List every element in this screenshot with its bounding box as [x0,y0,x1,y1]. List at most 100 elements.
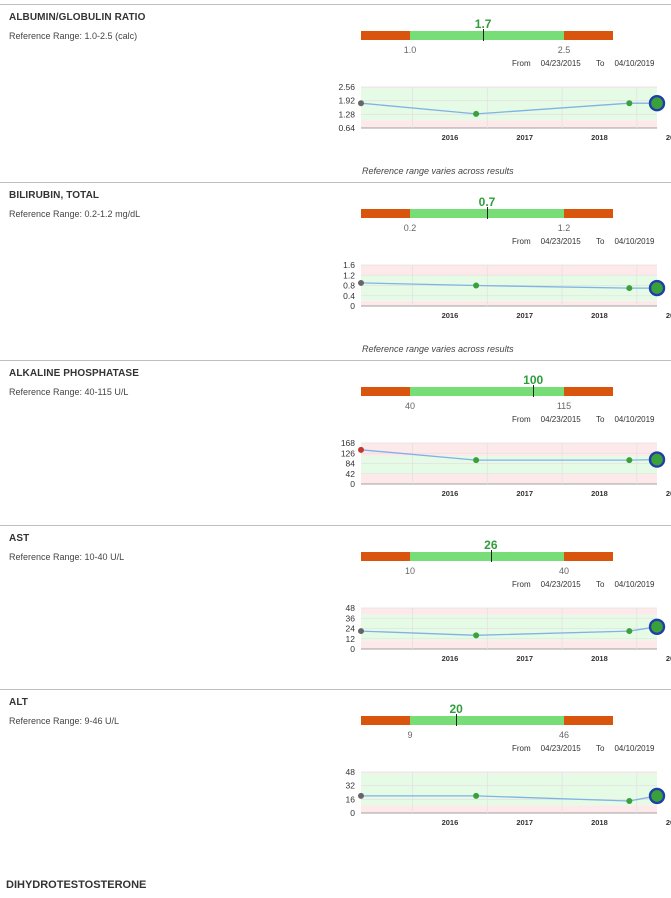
result-point [473,632,480,639]
from-date: From 04/23/2015 [512,237,581,246]
to-date-value: 04/10/2019 [614,744,655,753]
gauge-low-label: 10 [404,566,415,576]
x-tick-label: 2018 [591,489,608,498]
to-date: To 04/10/2019 [596,237,655,246]
gauge-high-label: 115 [556,401,572,411]
y-tick-label: 1.2 [343,270,355,280]
y-tick-label: 32 [346,781,356,791]
y-tick-label: 36 [346,613,356,623]
to-date: To 04/10/2019 [596,415,655,424]
to-date: To 04/10/2019 [596,59,655,68]
range-note: Reference range varies across results [362,344,514,354]
result-point [626,457,633,464]
y-tick-label: 0 [350,644,355,654]
gauge-value-marker [533,385,535,397]
trend-line [360,282,657,289]
y-tick-label: 0 [350,479,355,489]
x-tick-label: 2018 [591,133,608,142]
to-label: To [596,744,605,753]
y-tick-label: 16 [346,794,356,804]
gauge-normal-segment [410,552,564,561]
y-tick-label: 12 [346,634,356,644]
trend-line [360,102,657,115]
y-tick-label: 84 [346,459,356,469]
range-gauge: 100 40 115 [361,373,613,411]
result-point [358,446,364,453]
y-tick-label: 1.6 [343,260,355,270]
gauge-normal-segment [410,31,564,40]
result-point [626,100,633,107]
from-date-value: 04/23/2015 [540,59,581,68]
y-tick-label: 0 [350,301,355,311]
x-tick-label: 2019 [666,133,671,142]
result-point [473,457,480,464]
to-date-value: 04/10/2019 [614,580,655,589]
from-label: From [512,59,531,68]
abnormal-band-low [361,474,657,484]
result-point [626,628,633,635]
gauge-low-segment [361,31,410,40]
x-tick-label: 2017 [516,489,533,498]
latest-result-point [648,787,666,805]
test-name[interactable]: ALT [9,697,28,708]
result-point [358,628,364,635]
to-label: To [596,237,605,246]
test-name[interactable]: BILIRUBIN, TOTAL [9,190,100,201]
trend-line [361,795,658,802]
y-tick-label: 24 [346,624,356,634]
reference-range: Reference Range: 9-46 U/L [9,716,120,726]
result-point [473,792,480,799]
to-date-value: 04/10/2019 [614,59,655,68]
trend-chart-svg: 1.61.20.80.40 2016 2017 2018 2019 [343,260,671,320]
result-point [626,798,633,805]
y-tick-label: 168 [341,438,355,448]
y-tick-label: 0.4 [343,291,355,301]
to-label: To [596,59,605,68]
x-tick-label: 2016 [442,311,459,320]
x-tick-label: 2019 [666,654,671,663]
y-tick-label: 48 [346,767,356,777]
gauge-high-segment [564,209,613,218]
panel-divider [0,689,671,690]
test-name[interactable]: AST [9,533,30,544]
from-date-value: 04/23/2015 [540,237,581,246]
from-date: From 04/23/2015 [512,580,581,589]
from-date: From 04/23/2015 [512,59,581,68]
y-tick-label: 126 [341,448,355,458]
x-tick-label: 2016 [442,654,459,663]
x-tick-label: 2017 [516,654,533,663]
gauge-low-segment [361,209,410,218]
x-tick-label: 2017 [516,311,533,320]
reference-range: Reference Range: 10-40 U/L [9,552,125,562]
result-point [473,282,480,289]
abnormal-band-low [361,300,657,306]
trend-chart: 2.56 1.92 1.28 0.64 2016 2017 2018 2019 [330,82,671,142]
from-label: From [512,580,531,589]
gauge-low-label: 9 [407,730,413,740]
reference-range: Reference Range: 0.2-1.2 mg/dL [9,209,141,219]
gauge-low-segment [361,387,410,396]
current-value: 100 [523,373,544,387]
x-tick-label: 2019 [666,818,671,827]
y-tick-label: 48 [346,603,356,613]
range-note: Reference range varies across results [362,166,514,176]
latest-result-point [648,618,666,635]
to-date-value: 04/10/2019 [614,415,655,424]
gauge-high-segment [564,716,613,725]
to-date: To 04/10/2019 [596,744,655,753]
abnormal-band-low [361,805,657,813]
y-tick-label: 1.28 [338,109,355,119]
x-tick-label: 2018 [591,654,608,663]
gauge-value-marker [490,550,492,562]
from-date-value: 04/23/2015 [540,744,581,753]
next-test-title[interactable]: DIHYDROTESTOSTERONE [6,879,147,891]
test-name[interactable]: ALBUMIN/GLOBULIN RATIO [9,12,146,23]
test-name[interactable]: ALKALINE PHOSPHATASE [9,368,139,379]
y-tick-label: 0.64 [338,123,355,133]
gauge-low-segment [361,552,410,561]
normal-band [361,455,657,475]
from-label: From [512,237,531,246]
